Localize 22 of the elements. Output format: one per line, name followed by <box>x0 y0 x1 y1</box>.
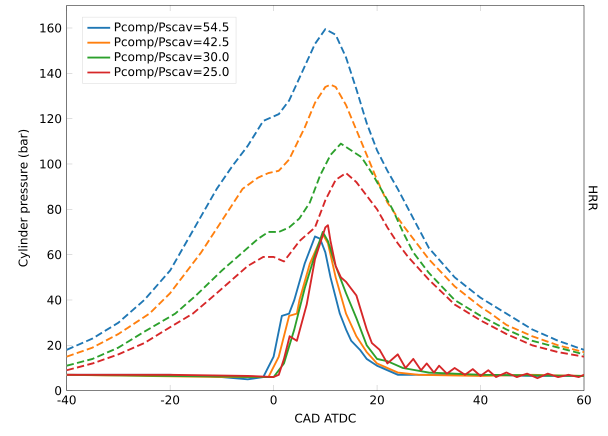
y-tick-label: 60 <box>48 250 62 260</box>
y-tick-label: 120 <box>40 114 62 124</box>
x-tick-label: 60 <box>577 395 591 404</box>
legend-label: Pcomp/Pscav=30.0 <box>114 52 229 64</box>
x-tick-label: 0 <box>270 395 277 404</box>
y2-axis-title: HRR <box>588 186 598 210</box>
y-tick-label: 0 <box>55 386 62 396</box>
y-tick-label: 100 <box>40 159 62 169</box>
legend-label: Pcomp/Pscav=54.5 <box>114 22 228 34</box>
y-tick-label: 80 <box>48 204 62 214</box>
x-tick-label: -20 <box>160 395 180 404</box>
x-tick-label: 40 <box>473 395 488 404</box>
x-tick-label: -40 <box>57 395 76 404</box>
y-tick-label: 40 <box>47 295 62 305</box>
y-axis-title: Cylinder pressure (bar) <box>18 130 30 267</box>
legend-label: Pcomp/Pscav=25.0 <box>114 67 229 78</box>
y-tick-label: 20 <box>48 340 62 350</box>
x-tick-label: 20 <box>370 395 384 404</box>
legend-label: Pcomp/Pscav=42.5 <box>114 37 228 49</box>
y-tick-label: 140 <box>40 68 62 78</box>
y-tick-label: 160 <box>40 23 62 33</box>
x-axis-title: CAD ATDC <box>295 414 356 423</box>
